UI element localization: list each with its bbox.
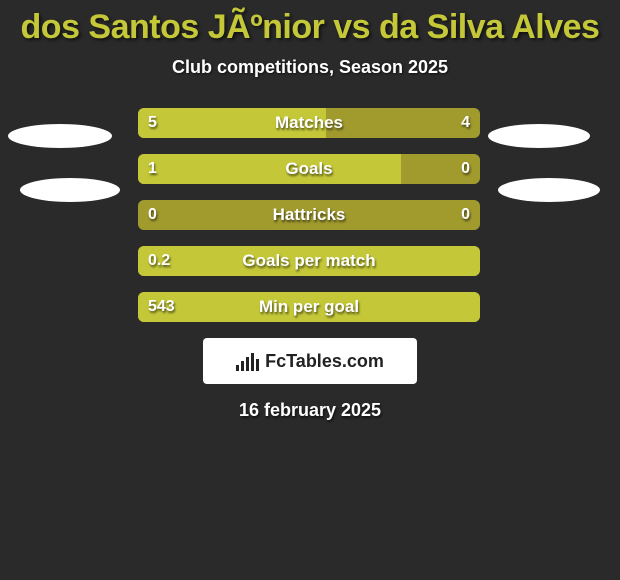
bar-track: [138, 292, 480, 322]
chart-row: Goals10: [0, 154, 620, 184]
chart-row: Hattricks00: [0, 200, 620, 230]
bar-fill: [138, 292, 480, 322]
bar-fill: [138, 246, 480, 276]
date-text: 16 february 2025: [0, 400, 620, 421]
comparison-chart: Matches54 Goals10 Hattricks00 Goals per mat…: [0, 108, 620, 322]
page-subtitle: Club competitions, Season 2025: [0, 57, 620, 78]
bar-track: [138, 154, 480, 184]
page-title: dos Santos JÃºnior vs da Silva Alves: [0, 0, 620, 47]
chart-row: Matches54: [0, 108, 620, 138]
chart-row: Min per goal543: [0, 292, 620, 322]
bar-fill: [138, 154, 401, 184]
chart-row: Goals per match0.2: [0, 246, 620, 276]
bar-track: [138, 200, 480, 230]
logo-text: FcTables.com: [265, 351, 384, 372]
logo-box: FcTables.com: [203, 338, 417, 384]
logo-bars-icon: [236, 351, 259, 371]
bar-track: [138, 246, 480, 276]
bar-fill: [138, 108, 326, 138]
bar-track: [138, 108, 480, 138]
